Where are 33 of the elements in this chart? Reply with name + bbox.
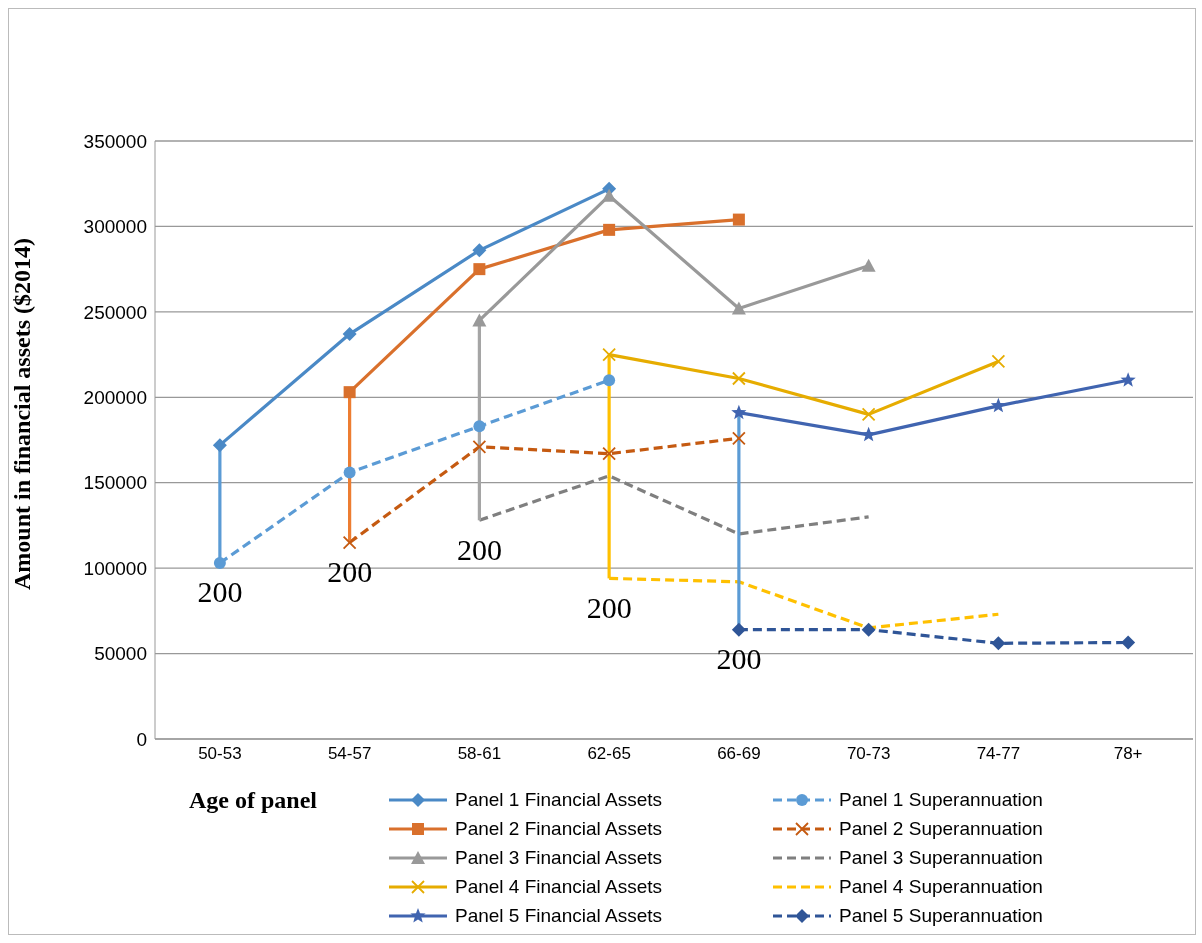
- legend-label: Panel 3 Superannuation: [839, 846, 1043, 869]
- annotation: 200: [327, 554, 373, 588]
- x-tick-label: 58-61: [457, 744, 502, 764]
- legend-label: Panel 4 Superannuation: [839, 875, 1043, 898]
- x-axis-title: Age of panel: [189, 787, 317, 814]
- x-tick-label: 78+: [1113, 744, 1143, 764]
- x-tick-label: 50-53: [198, 744, 242, 764]
- annotation: 200: [716, 641, 762, 675]
- x-tick-label: 74-77: [976, 744, 1021, 764]
- x-tick-label: 62-65: [587, 744, 631, 764]
- legend-label: Panel 3 Financial Assets: [455, 846, 663, 869]
- annotation: 200: [586, 590, 632, 624]
- y-tick-label: 200000: [83, 387, 147, 409]
- annotation: 200: [456, 532, 502, 566]
- legend-label: Panel 1 Superannuation: [839, 788, 1043, 811]
- y-tick-label: 0: [136, 728, 147, 750]
- annotation: 200: [197, 575, 243, 609]
- y-tick-label: 350000: [83, 130, 147, 152]
- legend-label: Panel 1 Financial Assets: [455, 788, 663, 811]
- y-tick-label: 300000: [83, 216, 147, 238]
- y-tick-label: 50000: [94, 643, 147, 665]
- y-tick-label: 100000: [83, 557, 147, 579]
- legend-label: Panel 5 Financial Assets: [455, 904, 663, 927]
- y-tick-label: 150000: [83, 472, 147, 494]
- x-tick-label: 70-73: [846, 744, 891, 764]
- legend-label: Panel 2 Financial Assets: [455, 817, 663, 840]
- y-tick-label: 250000: [83, 301, 147, 323]
- x-tick-label: 54-57: [327, 744, 372, 764]
- legend-label: Panel 4 Financial Assets: [455, 875, 663, 898]
- legend-label: Panel 5 Superannuation: [839, 904, 1043, 927]
- y-axis-title: Amount in financial assets ($2014): [8, 237, 35, 590]
- x-tick-label: 66-69: [717, 744, 761, 764]
- legend-label: Panel 2 Superannuation: [839, 817, 1043, 840]
